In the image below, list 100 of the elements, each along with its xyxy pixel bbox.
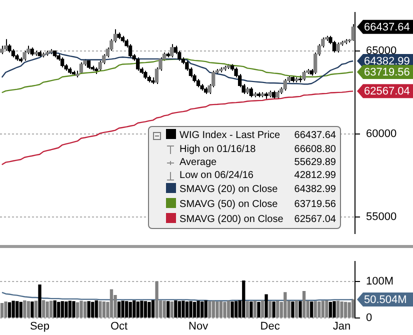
candlestick — [336, 42, 340, 53]
bar — [117, 302, 121, 318]
text: 66437.64 — [294, 130, 336, 142]
candlestick — [170, 44, 174, 58]
bar — [8, 302, 12, 318]
bar — [110, 289, 114, 318]
text: High on 01/16/18 66608.80 — [180, 144, 336, 156]
bar — [72, 301, 76, 318]
bar — [226, 300, 230, 318]
bar — [87, 301, 90, 318]
bar — [155, 281, 158, 318]
bar — [340, 302, 344, 318]
bar — [102, 302, 106, 318]
bar — [192, 302, 196, 318]
bar — [260, 300, 264, 318]
bar — [189, 301, 192, 318]
bar — [325, 300, 328, 318]
legend-label: SMAVG (50) on Close — [180, 199, 279, 210]
text: Average 55629.89 — [180, 157, 336, 168]
bar — [257, 302, 260, 318]
bar — [166, 301, 170, 318]
x-tick-label: Oct — [110, 320, 128, 332]
bar — [332, 301, 336, 318]
bar — [264, 294, 268, 318]
bar — [212, 300, 216, 318]
candlestick — [136, 56, 140, 72]
bar — [50, 300, 53, 318]
bar — [12, 300, 15, 318]
y-tick-label: 55000 — [366, 210, 397, 223]
legend-label: WIG Index - Last Price — [180, 130, 282, 142]
text: 62567.04 — [294, 214, 336, 226]
bar — [298, 301, 302, 318]
bar — [234, 301, 238, 318]
bar — [291, 302, 294, 318]
x-tick-label: Jan — [332, 320, 351, 332]
y-tick-label: 60000 — [366, 128, 397, 140]
candlestick — [178, 50, 182, 62]
bar — [294, 300, 298, 318]
bar — [348, 302, 351, 318]
bar — [276, 300, 280, 318]
bar — [136, 302, 140, 318]
candlestick — [22, 50, 26, 62]
bar — [344, 302, 348, 318]
bar — [4, 302, 8, 318]
bar — [250, 302, 253, 318]
data-label: 62567.04 — [364, 86, 410, 98]
bar — [162, 300, 166, 318]
bar — [34, 300, 38, 318]
bar — [242, 280, 246, 318]
candlestick — [249, 86, 253, 98]
candlestick — [60, 56, 64, 68]
bar — [174, 300, 178, 318]
bar — [352, 299, 355, 318]
bar — [208, 301, 212, 318]
candlestick — [332, 40, 336, 53]
bar — [46, 302, 49, 318]
bar — [60, 301, 64, 318]
bar — [253, 300, 257, 318]
bar — [151, 300, 155, 318]
y-tick-label: 0 — [366, 312, 372, 324]
x-tick-label: Nov — [188, 320, 209, 332]
bar — [200, 302, 204, 318]
bar — [204, 300, 208, 318]
bar — [121, 300, 124, 318]
bar — [140, 300, 144, 318]
bar — [185, 302, 189, 318]
text: 63719.56 — [294, 199, 336, 210]
bar — [38, 284, 42, 318]
data-label: 50.504M — [364, 294, 407, 306]
bar — [302, 291, 306, 318]
bar — [64, 302, 68, 318]
data-label: 64382.99 — [364, 56, 410, 68]
bar — [328, 302, 332, 318]
data-label: 63719.56 — [364, 66, 410, 79]
bar — [268, 301, 272, 318]
bar — [0, 302, 4, 318]
bar — [314, 301, 317, 318]
bar — [219, 301, 223, 318]
bar — [132, 300, 136, 318]
bar — [246, 301, 249, 318]
bar — [94, 300, 98, 318]
bar — [144, 301, 148, 318]
bar — [196, 300, 200, 318]
text: Low on 06/24/16 42812.99 — [180, 170, 336, 182]
bar — [42, 300, 46, 318]
bar — [76, 302, 80, 318]
bar — [272, 302, 276, 318]
legend-label: SMAVG (200) on Close — [180, 214, 284, 226]
bar — [16, 301, 19, 318]
candlestick — [4, 38, 8, 52]
bar — [321, 300, 324, 318]
bar — [30, 302, 34, 318]
candlestick — [302, 70, 306, 82]
bar — [19, 302, 22, 318]
bar — [57, 302, 60, 318]
bar — [178, 301, 182, 318]
bar — [53, 300, 56, 318]
bar — [170, 302, 174, 318]
bar — [80, 300, 83, 318]
bar — [182, 300, 185, 318]
